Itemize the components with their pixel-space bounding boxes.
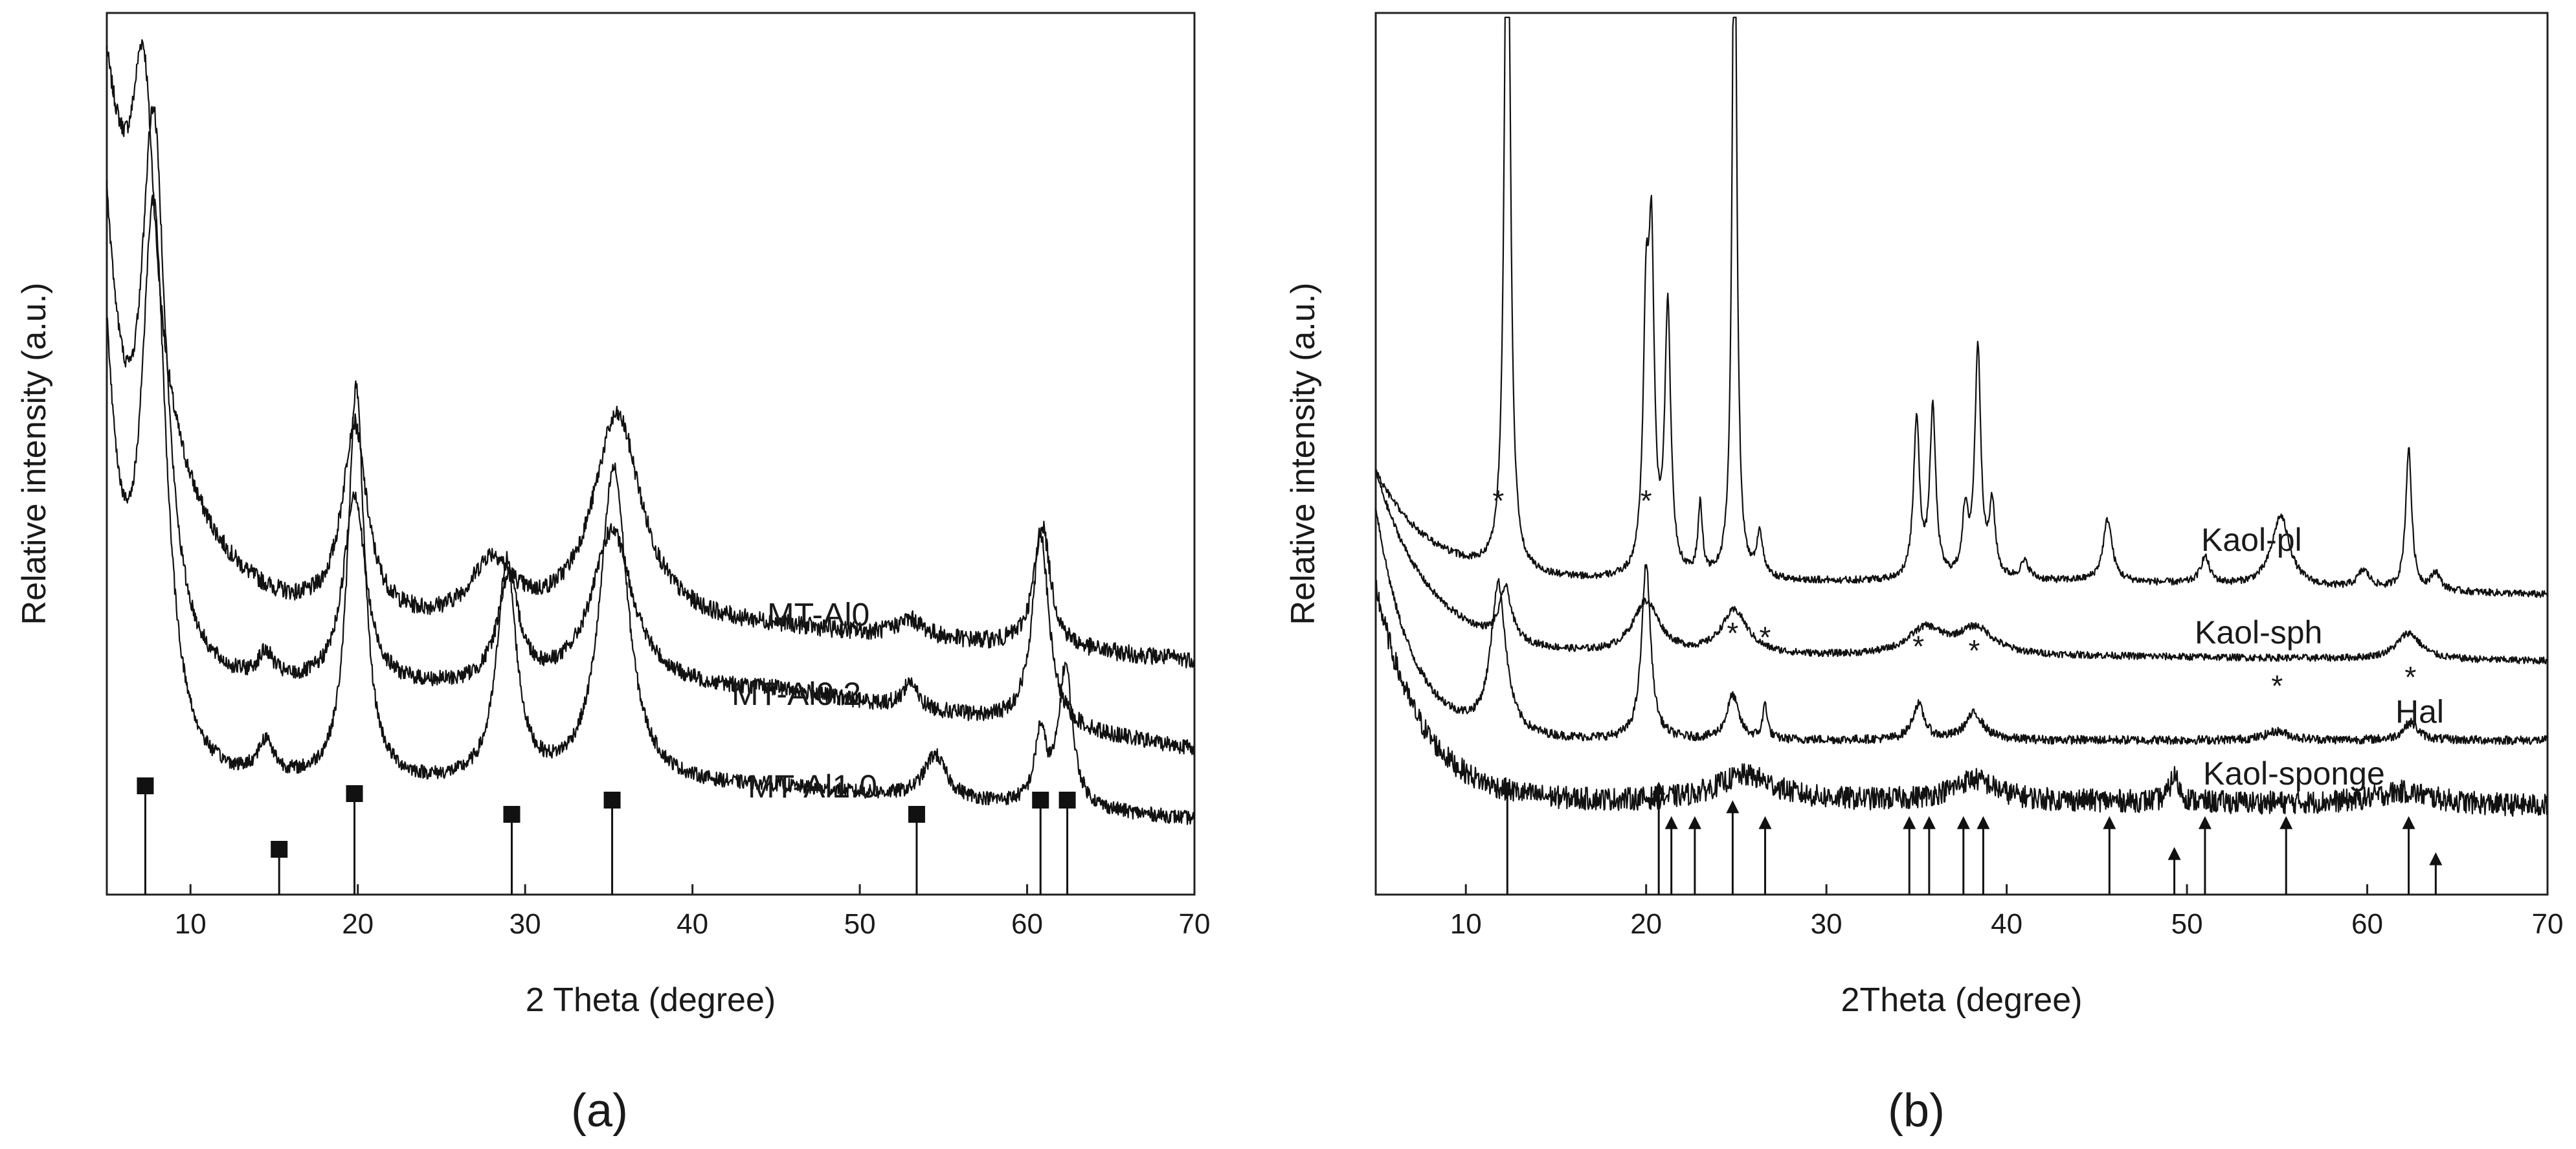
reference-marker: [503, 806, 521, 823]
series-line-Kaol-sponge: [1375, 579, 2548, 817]
x-tick-label: 60: [1011, 908, 1043, 940]
x-tick-label: 10: [175, 908, 207, 940]
x-tick-label: 40: [1991, 908, 2022, 940]
reference-arrow-head: [1652, 781, 1666, 795]
series-label-Kaol-sph: Kaol-sph: [2195, 614, 2322, 651]
x-tick-label: 60: [2351, 908, 2383, 940]
series-label-MT-Al1.0: MT-Al1.0: [748, 768, 877, 805]
x-tick-label: 50: [844, 908, 876, 940]
series-line-MT-Al0: [106, 39, 1195, 669]
series-line-Hal: [1374, 508, 2548, 745]
x-tick-label: 70: [2532, 908, 2564, 940]
series-label-Hal: Hal: [2395, 693, 2444, 730]
x-tick-label: 30: [510, 908, 541, 940]
series-line-MT-Al1.0: [106, 194, 1195, 825]
reference-arrow-head: [1726, 800, 1740, 814]
x-tick-label: 50: [2171, 908, 2203, 940]
series-line-Kaol-pl: [1374, 16, 2548, 598]
y-axis-title: Relative intensity (a.u.): [1284, 283, 1322, 625]
x-tick-label: 10: [1450, 908, 1482, 940]
x-tick-label: 70: [1179, 908, 1211, 940]
reference-marker: [346, 785, 363, 802]
reference-arrow-head: [1688, 816, 1701, 829]
panel-a-chart: 10 20 30 40 50 60 70 2 Theta (degree) Relative i…: [16, 12, 1211, 1019]
x-tick-label: 40: [677, 908, 708, 940]
asterisk-marker: *: [1912, 629, 1924, 663]
reference-arrow-head: [2402, 816, 2415, 829]
reference-arrow-head: [2167, 847, 2181, 860]
asterisk-marker: *: [1760, 621, 1771, 654]
reference-arrow-head: [2198, 816, 2212, 829]
reference-arrow-head: [2279, 816, 2293, 829]
reference-marker: [1058, 792, 1076, 809]
reference-arrow-head: [1758, 816, 1772, 829]
reference-arrow-head: [1501, 781, 1514, 795]
reference-arrow-head: [1956, 816, 1970, 829]
x-axis-title: 2 Theta (degree): [526, 981, 776, 1019]
reference-arrow-head: [1903, 816, 1916, 829]
reference-arrow-head: [1977, 816, 1990, 829]
reference-arrow-head: [1664, 816, 1678, 829]
y-axis-title: Relative intensity (a.u.): [16, 283, 53, 625]
x-axis-title: 2Theta (degree): [1841, 981, 2083, 1019]
asterisk-marker: *: [1492, 484, 1504, 518]
asterisk-marker: *: [1969, 634, 1980, 667]
x-tick-label: 30: [1811, 908, 1842, 940]
reference-arrow-head: [1922, 816, 1936, 829]
panel-b-label: (b): [1888, 1085, 1945, 1137]
series-label-Kaol-sponge: Kaol-sponge: [2203, 755, 2385, 792]
plot-frame: [1374, 12, 2549, 896]
reference-arrow-head: [2103, 816, 2116, 829]
plot-frame: [106, 12, 1196, 896]
series-label-Kaol-pl: Kaol-pl: [2201, 522, 2302, 558]
x-tick-label: 20: [1630, 908, 1662, 940]
series-line-Kaol-sph: [1374, 469, 2548, 665]
asterisk-marker: *: [1641, 484, 1652, 518]
reference-marker: [1032, 792, 1049, 809]
reference-marker: [603, 792, 621, 809]
asterisk-marker: *: [2404, 660, 2416, 694]
reference-marker: [271, 841, 288, 858]
panel-b-chart: 10 20 30 40 50 60 70 2Theta (degree) Relative in…: [1284, 12, 2564, 1019]
panel-a-label: (a): [571, 1085, 628, 1137]
reference-arrow-head: [2429, 852, 2443, 865]
series-label-MT-Al0.2: MT-Al0.2: [732, 676, 861, 712]
asterisk-marker: *: [1727, 616, 1738, 650]
series-line-MT-Al0.2: [106, 106, 1195, 756]
reference-marker: [137, 777, 154, 794]
series-label-MT-Al0: MT-Al0: [767, 597, 869, 633]
asterisk-marker: *: [2271, 669, 2283, 703]
x-tick-label: 20: [342, 908, 374, 940]
reference-marker: [908, 806, 925, 823]
